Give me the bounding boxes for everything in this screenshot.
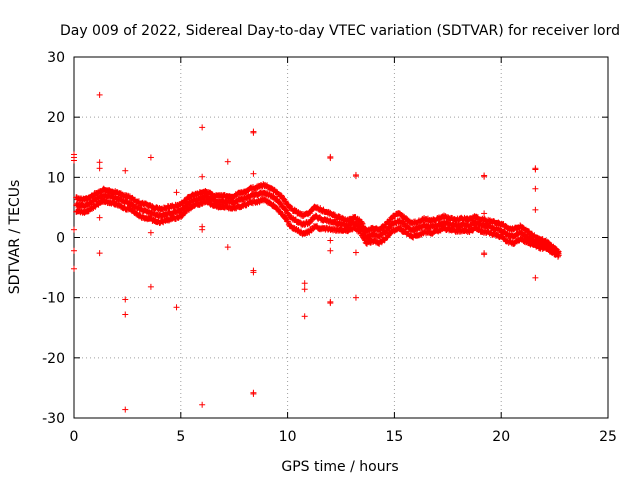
y-tick-label: -20 xyxy=(42,351,65,367)
axis-ticks xyxy=(73,56,609,419)
tick-labels: 0 5 10 15 20 25 -30 -20 -10 0 10 20 30 xyxy=(42,50,617,445)
x-tick-label: 25 xyxy=(599,429,617,445)
y-tick-label: 0 xyxy=(56,231,65,247)
grid-lines xyxy=(74,57,608,418)
y-tick-label: -10 xyxy=(42,291,65,307)
y-tick-label: 30 xyxy=(47,50,65,66)
x-tick-label: 20 xyxy=(492,429,510,445)
x-tick-label: 15 xyxy=(385,429,403,445)
x-tick-label: 0 xyxy=(70,429,79,445)
x-tick-label: 5 xyxy=(176,429,185,445)
x-tick-label: 10 xyxy=(279,429,297,445)
data-points xyxy=(71,91,562,413)
y-tick-label: -30 xyxy=(42,411,65,427)
y-tick-label: 20 xyxy=(47,110,65,126)
y-tick-label: 10 xyxy=(47,170,65,186)
